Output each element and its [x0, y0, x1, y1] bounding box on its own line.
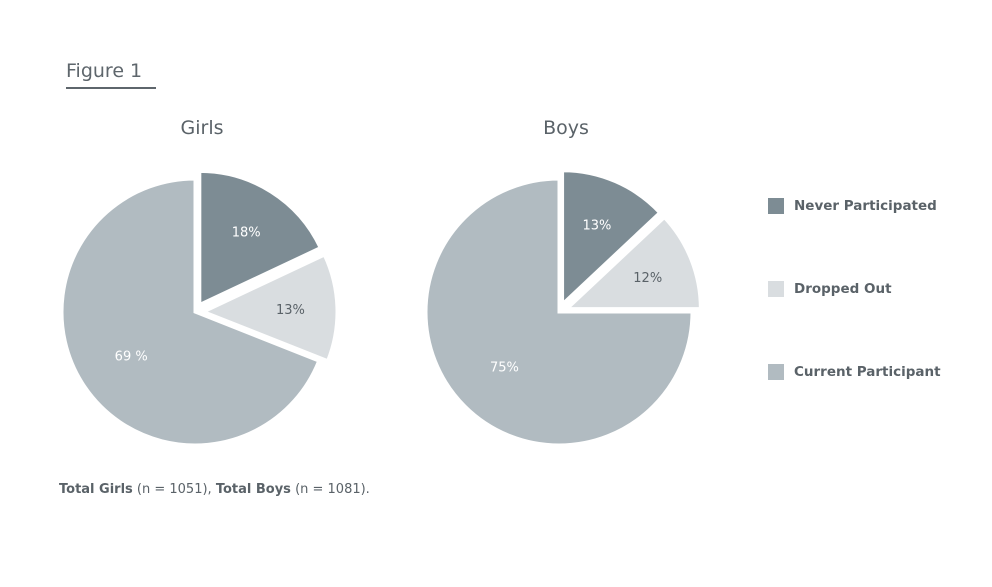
- legend-swatch-dropped-out: [768, 281, 784, 297]
- data-label-boys-current-participant: 75%: [490, 361, 519, 376]
- pie-boys: Boys 13% 12% 75%: [424, 117, 702, 447]
- slice-girls-never-participated: [198, 169, 323, 307]
- legend-item-never-participated: Never Participated: [768, 198, 937, 214]
- data-label-girls-never-participated: 18%: [232, 225, 261, 240]
- legend-label-never-participated: Never Participated: [794, 198, 937, 214]
- pie-girls: Girls 18% 13% 69 %: [60, 117, 339, 447]
- legend-label-dropped-out: Dropped Out: [794, 281, 892, 297]
- slice-boys-dropped-out: [563, 215, 702, 311]
- chart-title-boys: Boys: [543, 117, 589, 139]
- footnote-boys-label: Total Boys: [215, 482, 291, 497]
- figure-title: Figure 1: [66, 60, 156, 89]
- legend-item-current-participant: Current Participant: [768, 364, 941, 380]
- data-label-girls-current-participant: 69 %: [115, 349, 148, 364]
- data-label-girls-dropped-out: 13%: [276, 303, 305, 318]
- legend-label-current-participant: Current Participant: [794, 364, 941, 380]
- slice-girls-current-participant: [60, 177, 321, 447]
- chart-title-girls: Girls: [181, 117, 224, 139]
- slice-girls-dropped-out: [200, 253, 339, 363]
- data-label-boys-never-participated: 13%: [582, 218, 611, 233]
- data-label-boys-dropped-out: 12%: [633, 271, 662, 286]
- footnote-girls-label: Total Girls: [59, 482, 133, 497]
- footnote-girls-n: (n = 1051),: [136, 482, 212, 497]
- footnote: Total Girls (n = 1051), Total Boys (n = …: [59, 482, 370, 497]
- legend-swatch-never-participated: [768, 198, 784, 214]
- slice-boys-current-participant: [424, 177, 694, 447]
- slice-boys-never-participated: [561, 169, 662, 308]
- legend-swatch-current-participant: [768, 364, 784, 380]
- footnote-boys-n: (n = 1081).: [295, 482, 370, 497]
- legend-item-dropped-out: Dropped Out: [768, 281, 892, 297]
